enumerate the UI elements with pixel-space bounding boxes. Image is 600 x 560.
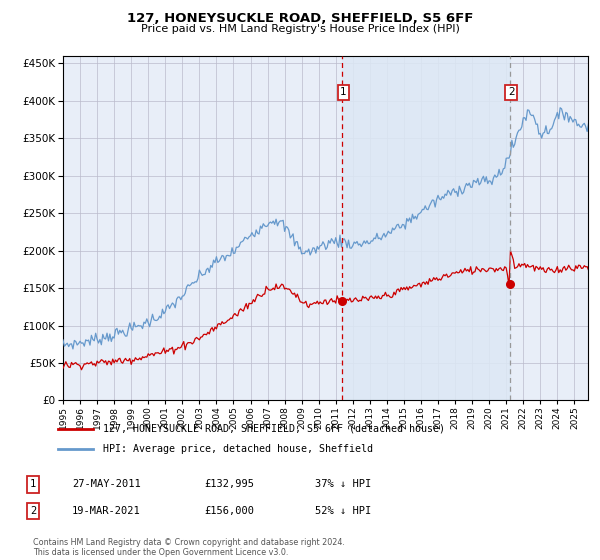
Text: 27-MAY-2011: 27-MAY-2011: [72, 479, 141, 489]
Text: 52% ↓ HPI: 52% ↓ HPI: [315, 506, 371, 516]
Text: £132,995: £132,995: [204, 479, 254, 489]
Bar: [342, 56, 510, 400]
Text: 127, HONEYSUCKLE ROAD, SHEFFIELD, S5 6FF: 127, HONEYSUCKLE ROAD, SHEFFIELD, S5 6FF: [127, 12, 473, 25]
Text: 1: 1: [340, 87, 347, 97]
Text: HPI: Average price, detached house, Sheffield: HPI: Average price, detached house, Shef…: [103, 444, 373, 454]
Text: 127, HONEYSUCKLE ROAD, SHEFFIELD, S5 6FF (detached house): 127, HONEYSUCKLE ROAD, SHEFFIELD, S5 6FF…: [103, 424, 445, 434]
Text: Contains HM Land Registry data © Crown copyright and database right 2024.
This d: Contains HM Land Registry data © Crown c…: [33, 538, 345, 557]
Text: £156,000: £156,000: [204, 506, 254, 516]
Text: 37% ↓ HPI: 37% ↓ HPI: [315, 479, 371, 489]
Text: 1: 1: [30, 479, 36, 489]
Text: 2: 2: [508, 87, 514, 97]
Text: 19-MAR-2021: 19-MAR-2021: [72, 506, 141, 516]
Text: 2: 2: [30, 506, 36, 516]
Text: Price paid vs. HM Land Registry's House Price Index (HPI): Price paid vs. HM Land Registry's House …: [140, 24, 460, 34]
